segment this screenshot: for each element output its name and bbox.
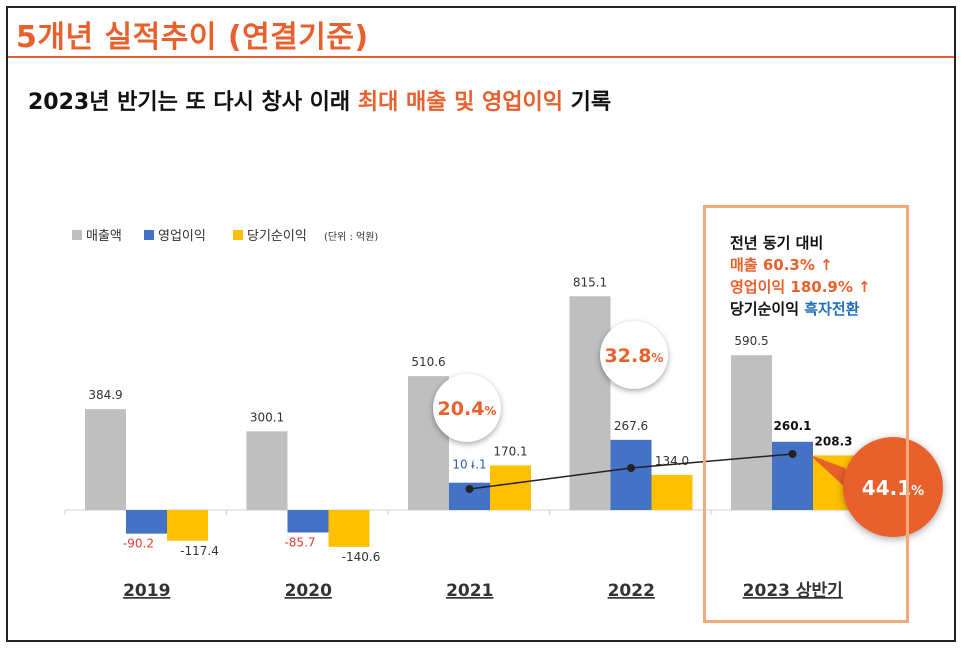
margin-point-2023-상반기 [788,450,797,458]
bar-2-2019 [126,510,167,534]
bar-3-2020 [328,510,370,547]
value-label: 510.6 [411,355,445,369]
value-label: -90.2 [123,537,154,551]
margin-callout-2021-bubble [433,374,501,442]
yoy-note-revenue: 매출 60.3% ↑ [730,256,833,274]
bar-3-2022 [651,474,693,510]
legend-swatch-3 [233,230,243,240]
value-label: -140.6 [342,550,381,564]
margin-point-2021 [465,485,474,493]
value-label: 260.1 [774,419,812,433]
yoy-note-net-prefix: 당기순이익 [730,300,805,318]
value-label: 384.9 [88,388,122,402]
legend-swatch-1 [72,230,82,240]
value-label: -117.4 [180,544,219,558]
headline-highlight: 최대 매출 및 영업이익 [357,90,563,115]
yoy-note: 전년 동기 대비 매출 60.3% ↑ 영업이익 180.9% ↑ 당기순이익 … [730,232,871,320]
value-label: -85.7 [284,535,315,549]
margin-callout-2022-bubble [600,321,668,389]
bar-1-2023-상반기 [731,355,772,510]
highlight-box-2023 [703,205,909,623]
page-title: 5개년 실적추이 (연결기준) [16,20,369,55]
category-label: 2022 [608,581,655,601]
slide-frame [6,6,956,642]
margin-callout-2023-tail [810,455,850,492]
margin-callout-2021-value: 20.4% [438,398,497,420]
legend-swatch-2 [144,230,154,240]
bar-1-2022 [569,296,611,510]
margin-callout-2021-tail [455,434,481,470]
legend-label-3: 당기순이익 [247,229,307,244]
title-divider [8,56,954,58]
headline: 2023년 반기는 또 다시 창사 이래 최대 매출 및 영업이익 기록 [28,84,611,116]
bar-2-2022 [610,439,652,510]
bar-1-2020 [246,431,288,510]
yoy-note-heading: 전년 동기 대비 [730,234,824,252]
value-label: 267.6 [614,419,648,433]
headline-prefix: 2023년 반기는 또 다시 창사 이래 [28,90,358,115]
unit-note: (단위 : 억원) [324,230,378,243]
legend-label-1: 매출액 [86,229,122,244]
value-label: 590.5 [734,334,768,348]
margin-callout-2023-bubble [843,437,943,537]
bar-2-2020 [287,510,329,533]
category-label: 2023 상반기 [743,581,843,601]
headline-suffix: 기록 [562,90,612,115]
category-label: 2020 [285,581,332,601]
value-label: 815.1 [573,275,607,289]
yoy-note-operating: 영업이익 180.9% ↑ [730,278,871,296]
value-label: 170.1 [493,444,527,458]
margin-callout-2023-value: 44.1% [862,476,924,500]
margin-callout-2022-value: 32.8% [605,345,664,367]
bar-3-2019 [167,510,208,541]
bar-3-2021 [490,465,531,510]
value-label: 208.3 [815,434,853,448]
margin-callout-2022-tail [622,381,648,418]
category-label: 2021 [446,581,493,601]
margin-point-2022 [627,464,635,472]
yoy-note-net-highlight: 흑자전환 [804,300,860,318]
value-label: 300.1 [250,410,284,424]
legend-label-2: 영업이익 [158,229,206,244]
category-label: 2019 [123,581,170,601]
bar-1-2019 [85,409,126,510]
